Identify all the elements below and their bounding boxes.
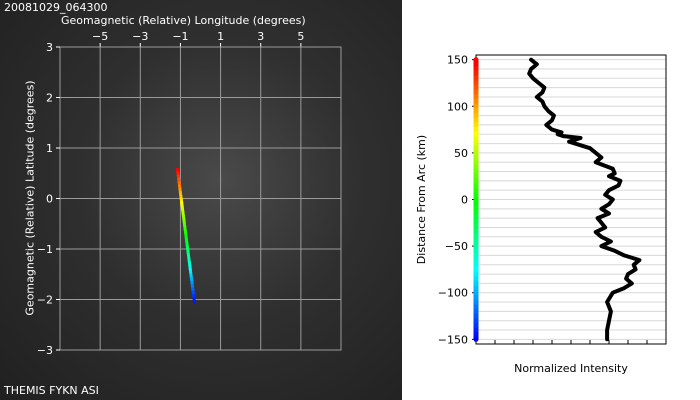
profile-y-tick-label: −100 [438, 287, 468, 300]
y-tick-label: −2 [37, 294, 53, 307]
x-tick-label: −1 [172, 30, 188, 43]
profile-plot-svg: 150 100 50 0 −50 −100 −150 Distance From Arc (k… [415, 54, 667, 375]
y-tick-label: 3 [46, 41, 53, 54]
x-tick-label: −5 [92, 30, 108, 43]
timestamp-title: 20081029_064300 [4, 1, 108, 14]
x-tick-label: 3 [257, 30, 264, 43]
profile-x-axis-title: Normalized Intensity [514, 362, 628, 375]
profile-y-axis-title: Distance From Arc (km) [415, 135, 428, 264]
footer-label: THEMIS FYKN ASI [4, 384, 99, 397]
profile-y-tick-label: 150 [447, 54, 468, 67]
profile-y-tick-label: 50 [454, 147, 468, 160]
y-tick-label: 2 [46, 92, 53, 105]
y-axis-title: Geomagnetic (Relative) Latitude (degrees… [23, 80, 37, 316]
y-tick-label: −3 [37, 344, 53, 357]
y-tick-label: 1 [46, 142, 53, 155]
profile-y-tick-label: 100 [447, 100, 468, 113]
y-tick-label: 0 [46, 193, 53, 206]
x-tick-label: 5 [297, 30, 304, 43]
y-tick-label: −1 [37, 243, 53, 256]
asi-plot-svg: −5 −3 −1 1 3 5 3 2 1 0 −1 −2 −3 [37, 30, 342, 357]
profile-y-tick-label: −150 [438, 333, 468, 346]
asi-image-panel: −5 −3 −1 1 3 5 3 2 1 0 −1 −2 −3 20081029_064300 Geom… [0, 0, 402, 400]
x-axis-title: Geomagnetic (Relative) Longitude (degree… [61, 14, 306, 27]
profile-y-tick-label: 0 [461, 194, 468, 207]
x-tick-label: −3 [132, 30, 148, 43]
profile-y-tick-label: −50 [445, 240, 468, 253]
x-tick-label: 1 [217, 30, 224, 43]
intensity-profile-line [527, 57, 642, 342]
